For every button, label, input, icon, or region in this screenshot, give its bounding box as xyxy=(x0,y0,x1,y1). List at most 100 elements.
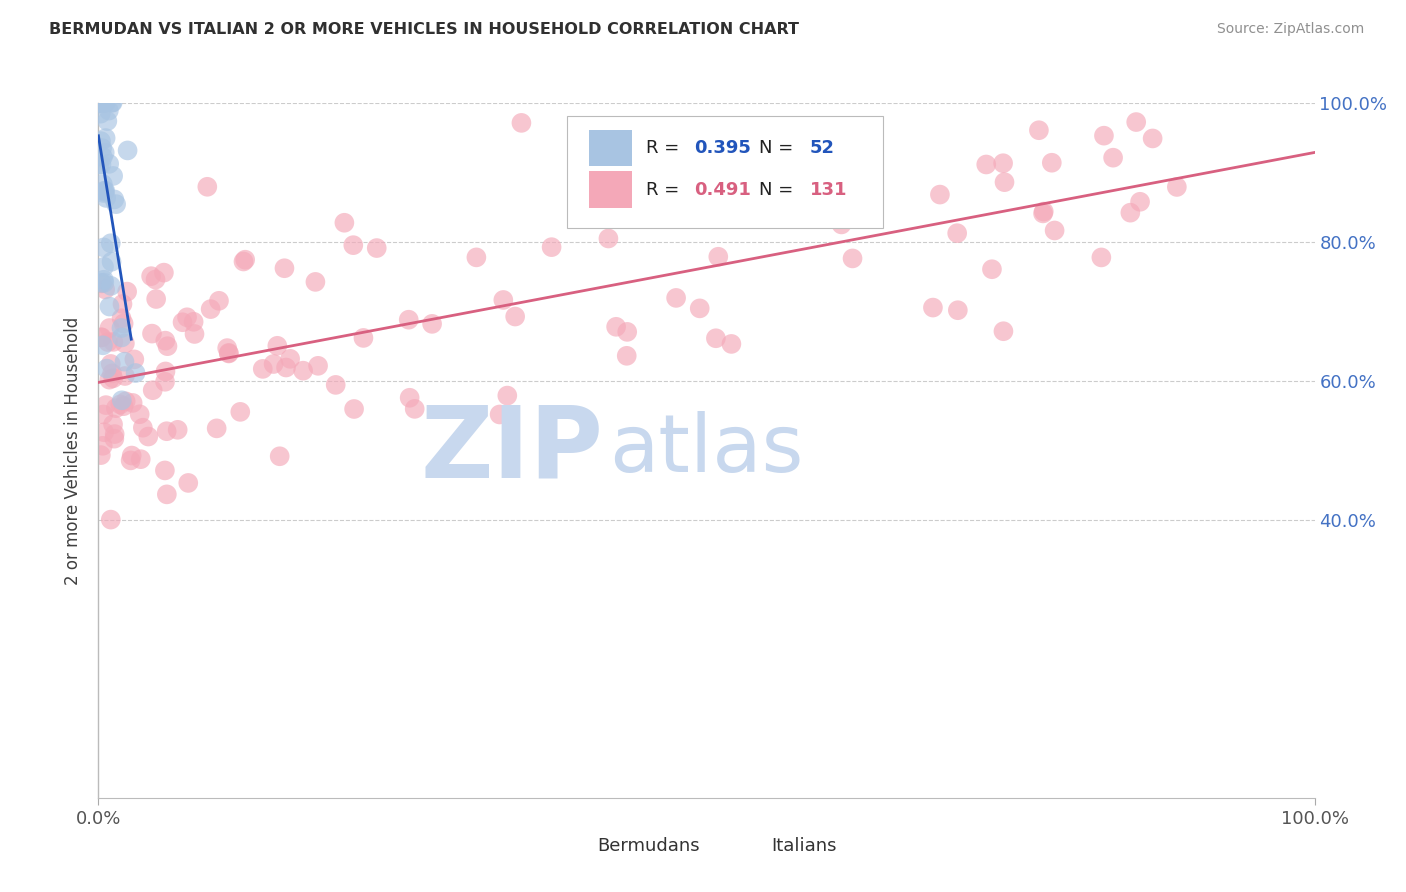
Point xyxy=(91,150,114,164)
Point xyxy=(128,407,150,421)
Point xyxy=(115,285,138,299)
Point xyxy=(605,319,627,334)
Point xyxy=(96,114,118,128)
Point xyxy=(156,487,179,501)
Point xyxy=(156,339,179,353)
Point xyxy=(616,349,638,363)
Point xyxy=(274,360,297,375)
Point xyxy=(1166,180,1188,194)
Point xyxy=(352,331,374,345)
Point xyxy=(266,339,288,353)
Point xyxy=(90,95,112,110)
Point xyxy=(981,262,1004,277)
Text: atlas: atlas xyxy=(609,411,804,490)
Point xyxy=(929,187,952,202)
Point xyxy=(465,251,488,265)
Point xyxy=(325,377,347,392)
Text: N =: N = xyxy=(759,139,799,157)
Point xyxy=(96,191,118,205)
Point xyxy=(974,157,997,171)
Point xyxy=(93,425,115,440)
Point xyxy=(100,357,122,371)
Point xyxy=(153,463,176,477)
Point xyxy=(720,337,742,351)
Point xyxy=(103,371,125,385)
Point xyxy=(94,95,117,110)
Point xyxy=(93,185,115,199)
Point xyxy=(404,401,426,416)
Point xyxy=(946,226,969,240)
Point xyxy=(1040,155,1063,169)
Point xyxy=(97,103,120,118)
Point xyxy=(100,513,122,527)
Point xyxy=(114,369,136,384)
Point xyxy=(263,357,285,371)
Point xyxy=(124,352,146,367)
Point xyxy=(121,449,143,463)
Point xyxy=(1032,204,1054,219)
Point xyxy=(304,275,326,289)
Point xyxy=(183,326,205,341)
Point xyxy=(91,439,114,453)
Point xyxy=(114,394,136,409)
Point xyxy=(100,278,122,293)
Point xyxy=(93,240,115,254)
Text: Italians: Italians xyxy=(770,838,837,855)
Point xyxy=(90,276,112,290)
Point xyxy=(172,315,194,329)
Point xyxy=(101,95,124,110)
Point xyxy=(420,317,443,331)
Point xyxy=(252,362,274,376)
Point xyxy=(103,432,125,446)
Point xyxy=(89,95,111,110)
Point xyxy=(488,408,510,422)
Text: Source: ZipAtlas.com: Source: ZipAtlas.com xyxy=(1216,22,1364,37)
Point xyxy=(366,241,388,255)
Point xyxy=(90,134,112,148)
Point xyxy=(993,324,1015,338)
Point xyxy=(195,179,218,194)
Point xyxy=(398,391,420,405)
Point xyxy=(1032,206,1054,220)
Point xyxy=(229,405,252,419)
Point xyxy=(110,311,132,326)
Point xyxy=(176,310,198,325)
Point xyxy=(91,141,114,155)
Point xyxy=(598,231,620,245)
Point xyxy=(101,417,124,432)
Point xyxy=(90,330,112,344)
Point xyxy=(98,300,121,314)
Point xyxy=(616,325,638,339)
Point xyxy=(922,301,945,315)
Point xyxy=(104,427,127,442)
Point xyxy=(1119,205,1142,219)
Point xyxy=(155,334,177,348)
Point xyxy=(94,282,117,296)
Point xyxy=(762,211,785,226)
Point xyxy=(233,252,256,267)
Point xyxy=(503,310,526,324)
FancyBboxPatch shape xyxy=(589,129,633,166)
Point xyxy=(124,366,146,380)
Point xyxy=(112,317,135,331)
Point xyxy=(117,144,139,158)
Y-axis label: 2 or more Vehicles in Household: 2 or more Vehicles in Household xyxy=(65,317,83,584)
Point xyxy=(90,157,112,171)
Point xyxy=(87,95,110,110)
FancyBboxPatch shape xyxy=(561,831,592,863)
Point xyxy=(90,448,112,462)
Point xyxy=(217,341,239,355)
Point xyxy=(510,116,533,130)
Point xyxy=(1125,115,1147,129)
Point xyxy=(1028,123,1050,137)
Point xyxy=(1142,131,1164,145)
Point xyxy=(307,359,329,373)
Point xyxy=(89,95,111,110)
Point xyxy=(292,364,315,378)
Point xyxy=(139,269,162,284)
Point xyxy=(111,330,134,344)
Text: 0.491: 0.491 xyxy=(695,180,751,199)
Point xyxy=(278,351,301,366)
Point xyxy=(93,95,115,110)
Point xyxy=(93,186,115,200)
